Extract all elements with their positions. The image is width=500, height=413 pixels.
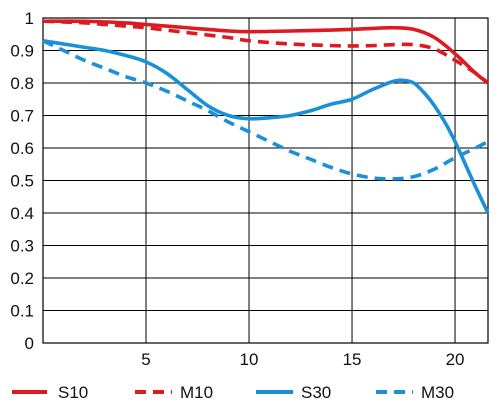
- x-tick-label: 5: [141, 350, 150, 369]
- series-line-s10: [42, 19, 490, 85]
- y-tick-label: 0.5: [10, 172, 34, 191]
- series-line-m10: [42, 19, 490, 85]
- x-tick-label: 10: [240, 350, 259, 369]
- y-tick-label: 0.7: [10, 107, 34, 126]
- legend-item-s30: S30: [256, 383, 331, 402]
- y-tick-label: 1: [25, 9, 34, 28]
- y-tick-label: 0.9: [10, 42, 34, 61]
- x-tick-label: 20: [446, 350, 465, 369]
- y-tick-label: 0.4: [10, 204, 34, 223]
- legend-label: S30: [301, 383, 331, 402]
- series-lines: [42, 19, 490, 214]
- x-tick-label: 15: [343, 350, 362, 369]
- legend: S10 M10 S30 M30: [12, 383, 454, 402]
- series-line-m30: [42, 39, 489, 181]
- y-tick-label: 0.3: [10, 237, 34, 256]
- legend-item-m10: M10: [135, 383, 213, 402]
- y-tick-label: 0.1: [10, 302, 34, 321]
- legend-label: M30: [421, 383, 454, 402]
- legend-item-s10: S10: [12, 383, 88, 402]
- y-tick-label: 0.8: [10, 74, 34, 93]
- x-axis-tick-labels: 5 10 15 20: [141, 350, 464, 369]
- y-axis-tick-labels: 0 0.1 0.2 0.3 0.4 0.5 0.6 0.7 0.8 0.9 1: [10, 9, 34, 353]
- y-tick-label: 0: [25, 334, 34, 353]
- y-tick-label: 0.2: [10, 269, 34, 288]
- series-line-s30: [42, 38, 490, 214]
- legend-label: S10: [58, 383, 88, 402]
- plot-area-border: [42, 17, 489, 344]
- legend-item-m30: M30: [376, 383, 454, 402]
- y-tick-label: 0.6: [10, 139, 34, 158]
- legend-label: M10: [180, 383, 213, 402]
- plot-frame: [42, 17, 489, 344]
